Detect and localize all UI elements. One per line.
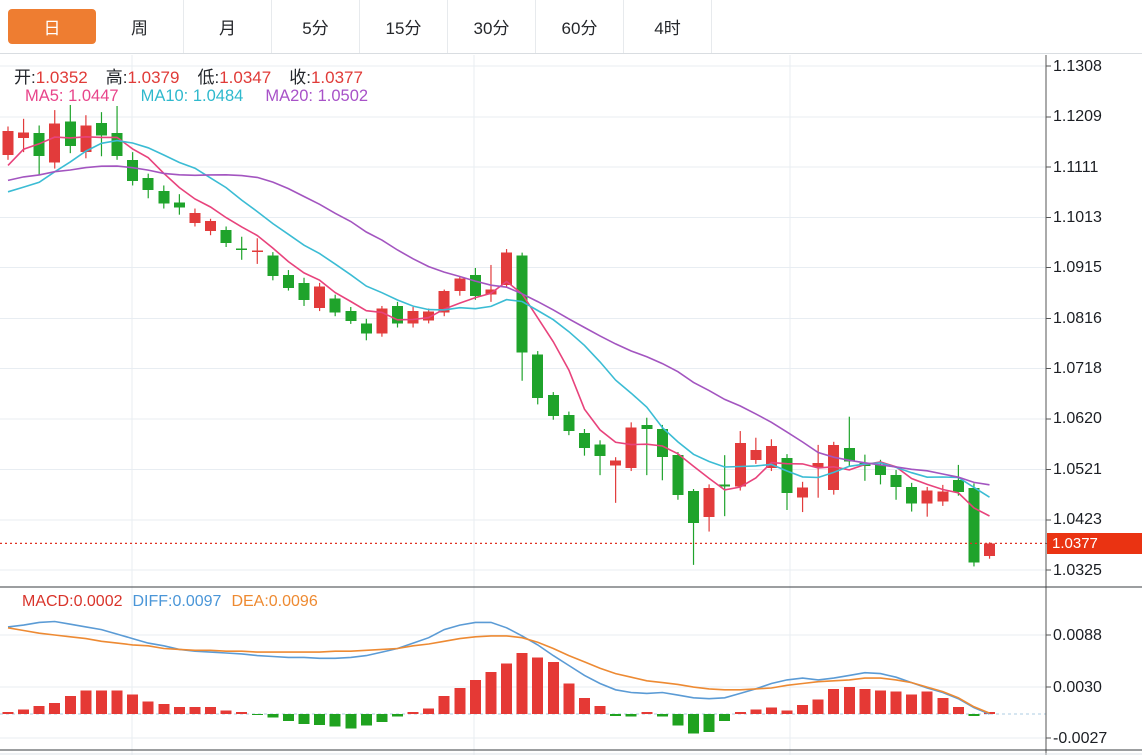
dea-value: DEA:0.0096 (231, 593, 318, 610)
price-tick-label: 1.0915 (1053, 258, 1102, 276)
tab-month[interactable]: 月 (184, 0, 272, 53)
price-tick-label: 1.0423 (1053, 511, 1102, 529)
tab-day[interactable]: 日 (8, 9, 96, 44)
high-pair: 高:1.0379 (106, 63, 180, 88)
price-tick-label: 1.1013 (1053, 208, 1102, 226)
price-tick-label: 1.1111 (1053, 158, 1099, 176)
high-value: 1.0379 (127, 68, 180, 87)
tab-week[interactable]: 周 (96, 0, 184, 53)
macd-histogram (2, 652, 996, 734)
gridlines (0, 55, 1046, 755)
low-label: 低: (197, 68, 220, 87)
axes (0, 55, 1142, 755)
tab-30min[interactable]: 30分 (448, 0, 536, 53)
price-tick-label: 1.0620 (1053, 410, 1102, 428)
macd-readout: MACD:0.0002 DIFF:0.0097 DEA:0.0096 (22, 593, 318, 611)
timeframe-tabbar: 日周月 5分 15分 30分 60分 4时 (0, 0, 1142, 54)
macd-value: MACD:0.0002 (22, 593, 123, 610)
open-value: 1.0352 (35, 68, 88, 87)
ma5-line (7, 135, 990, 517)
dea-line (7, 627, 990, 714)
price-tick-label: 1.1308 (1053, 57, 1102, 75)
diff-value: DIFF:0.0097 (132, 593, 222, 610)
tab-5min[interactable]: 5分 (272, 0, 360, 53)
close-label: 收: (289, 68, 311, 87)
macd-tick-label: 0.0088 (1053, 626, 1102, 644)
ma5-readout: MA5: 1.0447 (25, 87, 119, 105)
tab-60min[interactable]: 60分 (536, 0, 624, 53)
open-label: 开: (14, 68, 36, 87)
ma20-readout: MA20: 1.0502 (265, 87, 369, 105)
price-tick-label: 1.0718 (1053, 360, 1102, 377)
high-label: 高: (105, 68, 128, 87)
price-tick-label: 1.0816 (1053, 309, 1102, 327)
ma-readout: MA5: 1.0447 MA10: 1.0484 MA20: 1.0502 (25, 87, 368, 106)
ohlc-readout: 开:1.0352 高:1.0379 低:1.0347 收:1.0377 (14, 63, 363, 88)
low-pair: 低:1.0347 (197, 63, 271, 88)
open-pair: 开:1.0352 (14, 63, 88, 88)
close-value: 1.0377 (310, 68, 363, 87)
close-pair: 收:1.0377 (289, 63, 363, 88)
tab-15min[interactable]: 15分 (360, 0, 448, 53)
low-value: 1.0347 (219, 68, 272, 87)
ma10-line (7, 139, 990, 498)
price-tick-label: 1.1209 (1053, 108, 1102, 126)
last-price-badge: 1.0377 (1047, 533, 1142, 554)
tab-4hour[interactable]: 4时 (624, 0, 712, 53)
price-tick-label: 1.0521 (1053, 461, 1102, 478)
diff-line (7, 620, 990, 715)
ma10-readout: MA10: 1.0484 (140, 87, 244, 105)
price-tick-label: 1.0325 (1053, 561, 1102, 579)
ma20-line (7, 165, 990, 486)
macd-tick-label: -0.0027 (1053, 729, 1108, 747)
macd-tick-label: 0.0030 (1053, 678, 1102, 696)
candles (2, 104, 996, 567)
